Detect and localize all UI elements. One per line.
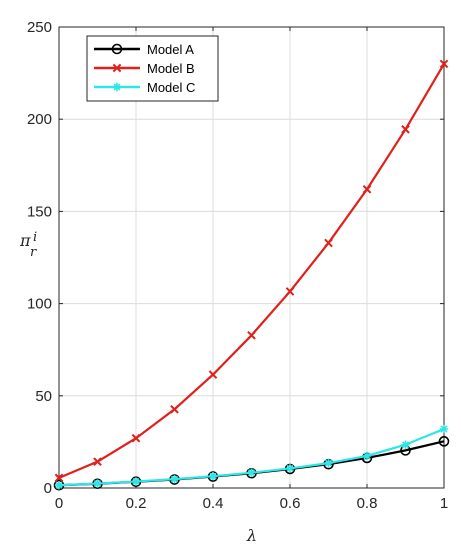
data-point-x [324,238,333,248]
legend: Model A Model B Model C [86,35,219,102]
x-tick-label: 0.2 [126,495,147,512]
y-axis-label-sub: r [30,245,37,260]
series-model-b [54,59,449,483]
data-point-x [112,63,122,73]
axis-ticks: 0 0.2 0.4 0.6 0.8 1 0 50 100 150 200 250 [27,19,448,512]
data-point-x [208,370,218,379]
x-tick-label: 0.8 [357,495,378,512]
legend-item: Model A [94,42,194,57]
data-point-x [170,404,179,414]
data-point-star [131,477,141,486]
data-point-x [362,184,372,194]
y-tick-label: 200 [27,111,52,128]
plot-area [58,26,445,489]
data-point-star [208,471,218,481]
x-tick-label: 1 [440,495,448,512]
data-point-star [362,451,372,461]
data-point-star [93,479,102,488]
y-tick-label: 50 [35,388,52,405]
data-point-star [247,468,256,477]
x-tick-label: 0.6 [280,495,301,512]
x-tick-label: 0.4 [203,495,224,512]
x-axis-label: λ [246,526,257,545]
data-point-x [285,287,295,296]
data-point-star [401,440,410,449]
legend-item: Model C [94,80,195,95]
data-point-x [401,125,410,134]
y-axis-label-sup: i [33,230,37,245]
legend-label: Model C [147,80,195,95]
series-group [53,59,450,491]
y-tick-label: 150 [27,203,52,220]
data-point-circle [438,436,450,447]
data-point-x [54,473,64,483]
data-point-star [112,82,122,92]
data-point-circle [111,43,123,55]
y-tick-label: 250 [27,19,52,36]
data-point-x [439,59,449,69]
data-point-x [93,457,102,466]
legend-label: Model B [147,61,195,76]
y-tick-label: 100 [27,296,52,313]
data-point-star [324,458,333,468]
y-axis-label-main: π [19,231,31,250]
y-axis-label: π i r [19,230,37,260]
data-point-star [170,474,179,484]
data-point-star [439,424,449,434]
legend-item: Model B [94,61,195,76]
series-model-c [54,424,449,490]
y-tick-label: 0 [44,480,52,497]
legend-label: Model A [147,42,194,57]
data-point-star [54,481,64,490]
data-point-star [285,464,295,473]
x-tick-label: 0 [55,495,63,512]
data-point-x [131,433,141,443]
data-point-x [247,331,256,340]
